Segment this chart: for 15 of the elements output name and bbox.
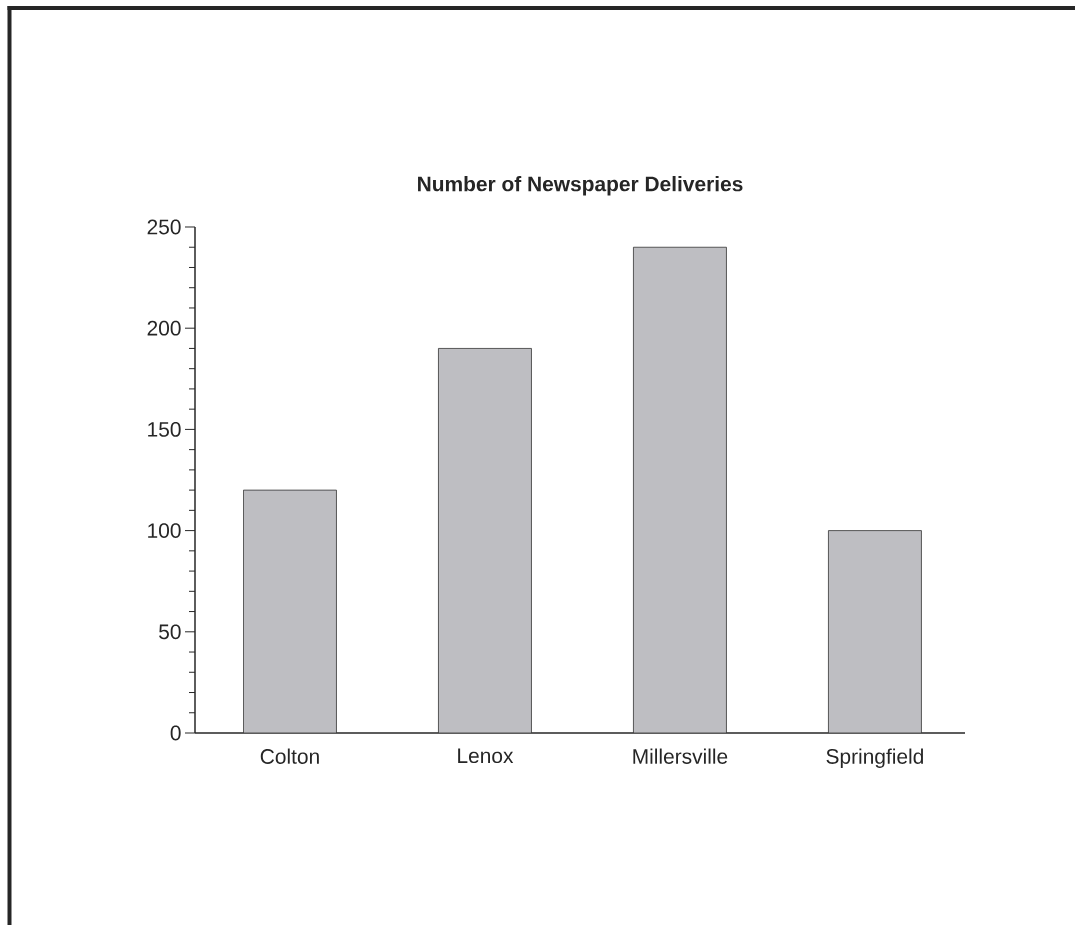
bar [633,246,727,733]
x-tick-label: Millersville [633,748,728,764]
x-tick-label: Springfield [826,748,923,769]
x-tick-label: Lenox [458,748,514,764]
y-tick-label: 150 [148,421,181,437]
bar [438,348,532,733]
y-tick-label: 50 [159,624,181,640]
y-tick-label: 250 [147,219,181,235]
bar [243,489,337,733]
x-tick-label: Colton [260,748,319,764]
y-tick-label: 100 [148,523,181,538]
chart-title: Number of Newspaper Deliveries [418,176,743,196]
bar [828,530,922,733]
y-tick-label: 200 [147,320,181,336]
y-tick-label: 0 [170,725,181,741]
